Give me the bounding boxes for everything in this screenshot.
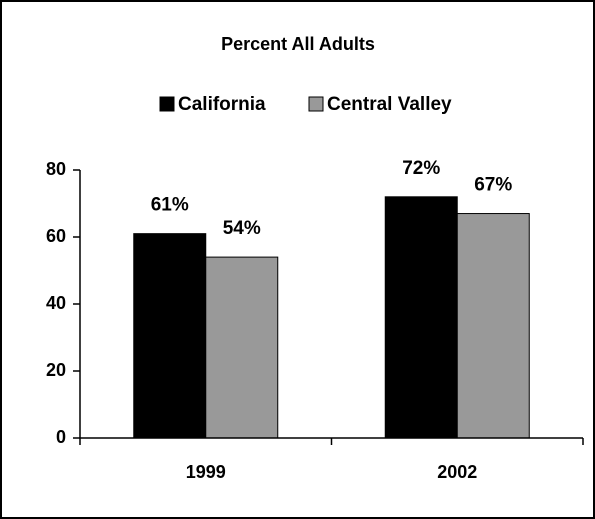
y-tick-label: 60	[46, 226, 66, 246]
bar	[456, 213, 530, 439]
value-label: 72%	[402, 158, 440, 179]
value-label: 61%	[151, 195, 189, 216]
bar	[205, 256, 279, 439]
legend-swatch	[159, 96, 175, 112]
legend-label: California	[178, 94, 266, 115]
bar	[133, 233, 207, 439]
chart-title: Percent All Adults	[221, 34, 375, 54]
x-tick-label: 1999	[186, 462, 226, 482]
x-tick-label: 2002	[437, 462, 477, 482]
legend-label: Central Valley	[327, 94, 452, 115]
y-tick-label: 20	[46, 360, 66, 380]
bar	[384, 196, 458, 439]
y-tick-label: 80	[46, 159, 66, 179]
y-tick-label: 0	[56, 427, 66, 447]
y-tick-label: 40	[46, 293, 66, 313]
value-label: 54%	[223, 218, 261, 239]
legend-swatch	[308, 96, 324, 112]
value-label: 67%	[474, 175, 512, 196]
